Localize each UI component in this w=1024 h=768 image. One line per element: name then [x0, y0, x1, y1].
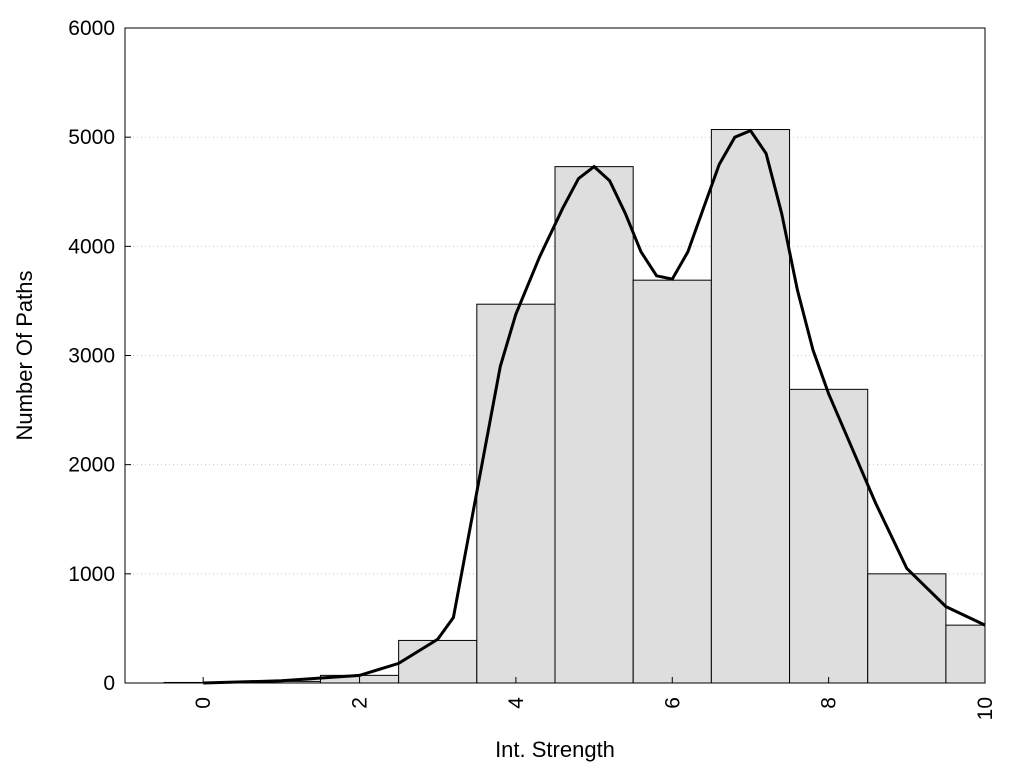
bar: [945, 624, 986, 684]
bar: [632, 279, 712, 684]
bar: [710, 129, 791, 684]
y-tick-label: 2000: [68, 454, 115, 477]
bar: [398, 639, 478, 684]
x-axis-title: Int. Strength: [495, 737, 615, 762]
bar: [789, 388, 869, 684]
bars: [163, 129, 986, 684]
density-curve: [203, 128, 986, 685]
axis-ticks: 0 1000 2000 3000 4000 5000 6000 0 2 4 6 8 10: [68, 17, 997, 720]
y-tick-label: 0: [103, 672, 115, 695]
x-tick-label: 0: [192, 697, 215, 709]
x-tick-label: 6: [661, 697, 684, 709]
y-axis-title: Number Of Paths: [12, 271, 37, 441]
y-tick-label: 4000: [68, 235, 115, 258]
x-tick-label: 10: [974, 697, 997, 720]
y-tick-label: 3000: [68, 345, 115, 368]
y-tick-label: 1000: [68, 563, 115, 586]
bar: [476, 303, 556, 684]
x-tick-label: 2: [349, 697, 372, 709]
y-tick-label: 5000: [68, 126, 115, 149]
y-tick-label: 6000: [68, 17, 115, 40]
bar: [867, 573, 947, 684]
x-tick-label: 8: [818, 697, 841, 709]
bar: [554, 166, 634, 684]
x-tick-label: 4: [505, 697, 528, 709]
